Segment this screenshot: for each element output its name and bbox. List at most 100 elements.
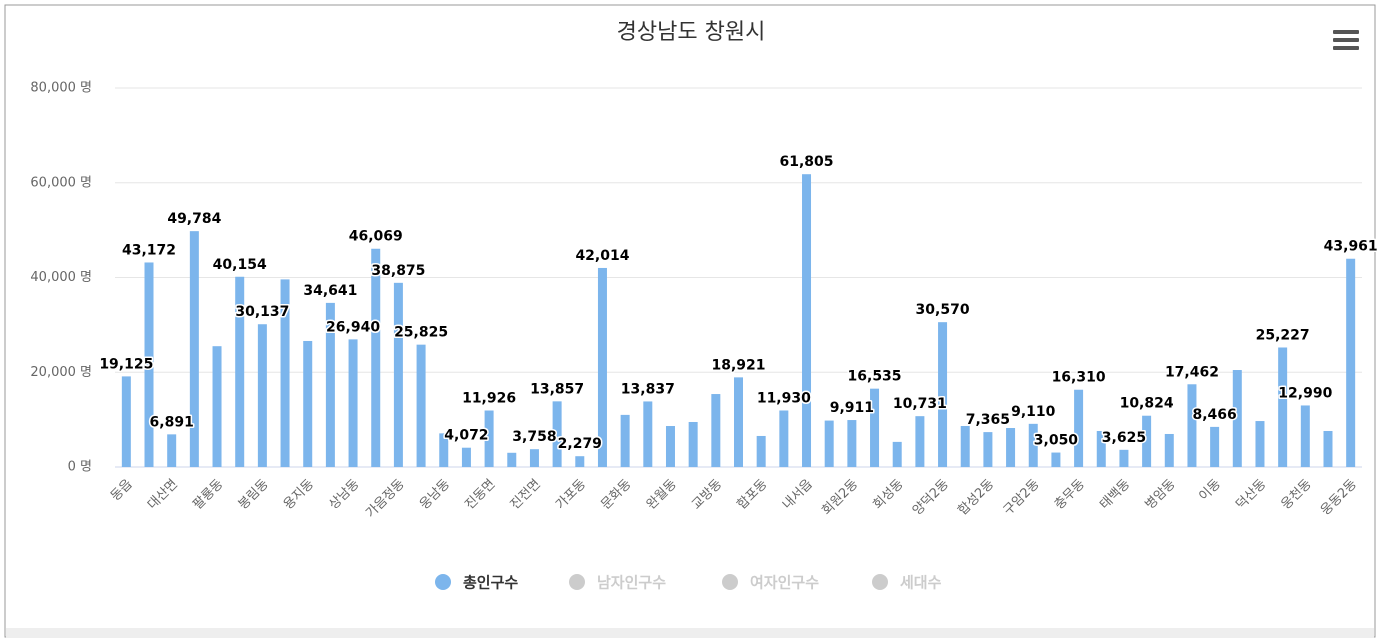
data-label: 3,050 [1034,433,1079,449]
bar [529,449,539,467]
legend-symbol[interactable] [569,574,585,590]
data-label: 17,462 [1165,364,1219,380]
bar [1051,452,1061,467]
data-label: 12,990 [1278,385,1332,401]
bar [1142,415,1152,467]
data-label: 25,825 [394,325,448,341]
bar [348,339,358,467]
bar [416,344,426,467]
bar [575,456,585,467]
bar [1164,433,1174,467]
bar [1300,405,1310,467]
data-label: 13,837 [621,381,675,397]
bar [484,410,494,467]
bar [938,322,948,467]
legend-label[interactable]: 여자인구수 [750,574,819,592]
bar [235,276,245,467]
bar [1028,423,1038,467]
data-label: 13,857 [530,381,584,397]
bar [983,432,993,467]
legend-symbol[interactable] [722,574,738,590]
bar [1255,421,1265,467]
data-label: 19,125 [99,356,153,372]
y-tick-label: 60,000 명 [30,175,92,190]
bar [552,401,562,467]
data-label: 10,824 [1120,396,1174,412]
data-label: 25,227 [1256,327,1310,343]
y-tick-label: 20,000 명 [30,365,92,380]
data-label: 18,921 [711,357,765,373]
bar [711,394,721,467]
bar [1187,384,1197,467]
bar [802,174,812,468]
bar [257,324,267,467]
menu-button[interactable] [1333,30,1359,50]
bar [1119,449,1129,467]
legend-symbol[interactable] [435,574,451,590]
bar [461,447,471,467]
data-label: 34,641 [303,283,357,299]
bar [507,452,517,467]
bar [189,231,199,467]
bar [371,248,381,467]
bar [393,282,403,467]
data-label: 30,570 [916,302,970,318]
data-label: 7,365 [966,412,1010,428]
data-label: 2,279 [558,436,602,452]
y-tick-label: 0 명 [68,460,92,475]
data-label: 3,625 [1102,430,1146,446]
legend-symbol[interactable] [872,574,888,590]
data-label: 16,535 [848,369,902,385]
data-label: 61,805 [780,154,834,170]
bar [1006,428,1016,467]
bar [915,416,925,467]
y-tick-label: 40,000 명 [30,270,92,285]
data-label: 4,072 [444,428,488,444]
bar [212,346,222,467]
bar [824,420,834,467]
data-label: 6,891 [150,414,194,430]
bar [1232,370,1242,467]
bar [1096,430,1106,467]
bar [620,414,630,467]
data-label: 16,310 [1052,370,1106,386]
chart-title: 경상남도 창원시 [617,20,766,45]
bar [325,302,335,467]
bar [847,420,857,467]
bar [1346,258,1356,467]
bar [688,421,698,467]
data-label: 11,930 [757,390,811,406]
bar [167,434,177,467]
data-label: 38,875 [371,263,425,279]
bar [1323,430,1333,467]
data-label: 9,110 [1011,404,1056,420]
bar [960,426,970,467]
data-label: 30,137 [235,304,289,320]
bar [734,377,743,467]
data-label: 43,172 [122,242,176,258]
legend-label[interactable]: 총인구수 [463,574,518,592]
bar [643,401,653,467]
legend-label[interactable]: 남자인구수 [597,574,666,592]
bar [144,262,154,467]
bar [870,388,880,467]
data-label: 46,069 [349,229,403,245]
bar [121,376,131,467]
data-label: 43,961 [1324,239,1378,255]
bar [303,340,313,467]
data-label: 26,940 [326,319,380,335]
footer-strip [6,628,1374,638]
legend-label[interactable]: 세대수 [900,574,942,592]
data-label: 9,911 [830,400,874,416]
data-label: 42,014 [575,248,629,264]
data-label: 49,784 [167,211,221,227]
frame [4,4,1376,638]
bar [439,433,449,467]
bar [756,435,766,467]
bar [1278,347,1288,467]
data-label: 3,758 [512,429,556,445]
bar [1210,426,1220,467]
data-label: 8,466 [1192,407,1236,423]
y-tick-label: 80,000 명 [30,81,92,96]
